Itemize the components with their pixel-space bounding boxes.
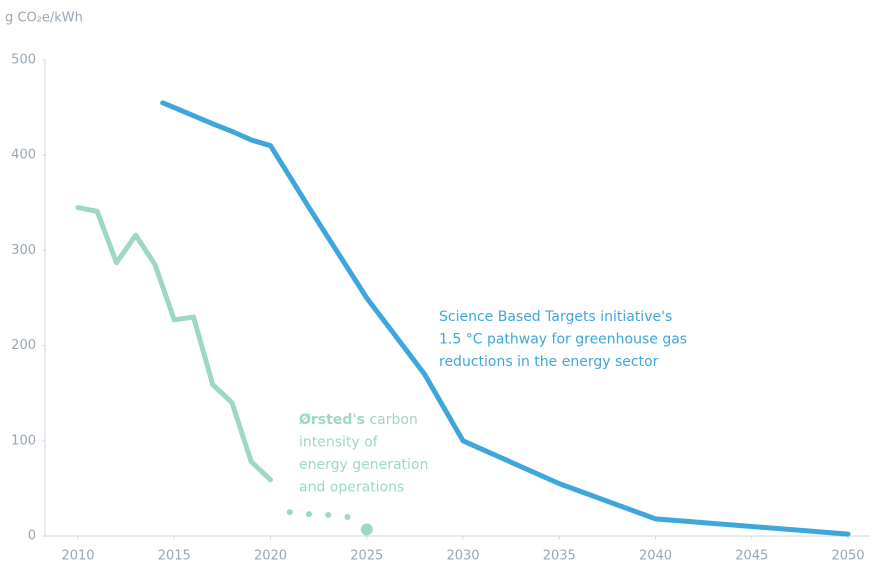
y-axis-label: g CO₂e/kWh [5, 11, 83, 26]
x-tick-label: 2040 [639, 549, 672, 564]
x-tick-label: 2020 [254, 549, 287, 564]
y-tick-label: 300 [11, 243, 36, 258]
y-tick-label: 100 [11, 433, 36, 448]
annotation: Ørsted's carbon [299, 412, 418, 428]
x-tick-label: 2030 [446, 549, 479, 564]
y-tick-label: 500 [11, 53, 36, 68]
annotation: Science Based Targets initiative's [439, 309, 672, 325]
line-point [325, 512, 332, 519]
x-tick-label: 2010 [61, 549, 94, 564]
annotation-line: and operations [299, 480, 404, 496]
line [75, 205, 273, 483]
annotation-line: intensity of [299, 435, 379, 451]
line-point [360, 523, 373, 536]
y-tick-label: 0 [28, 529, 36, 544]
x-tick-label: 2035 [543, 549, 576, 564]
line [160, 100, 851, 537]
annotation: and operations [299, 480, 404, 496]
annotation-line: carbon [365, 412, 418, 428]
annotation: reductions in the energy sector [439, 354, 659, 370]
x-tick-label: 2025 [350, 549, 383, 564]
annotation-line: Science Based Targets initiative's [439, 309, 672, 325]
annotation-line: energy generation [299, 457, 428, 473]
annotation-line: 1.5 °C pathway for greenhouse gas [439, 332, 687, 348]
line-point [344, 513, 351, 520]
x-tick-label: 2015 [158, 549, 191, 564]
y-tick-label: 200 [11, 338, 36, 353]
x-tick-label: 2050 [831, 549, 864, 564]
annotation: energy generation [299, 457, 428, 473]
x-tick-label: 2045 [735, 549, 768, 564]
annotation-line: reductions in the energy sector [439, 354, 659, 370]
annotation: intensity of [299, 435, 379, 451]
y-tick-label: 400 [11, 148, 36, 163]
line-point [286, 509, 293, 516]
line-point [306, 511, 312, 518]
annotation: 1.5 °C pathway for greenhouse gas [439, 332, 687, 348]
annotation-bold: Ørsted's [299, 412, 365, 428]
